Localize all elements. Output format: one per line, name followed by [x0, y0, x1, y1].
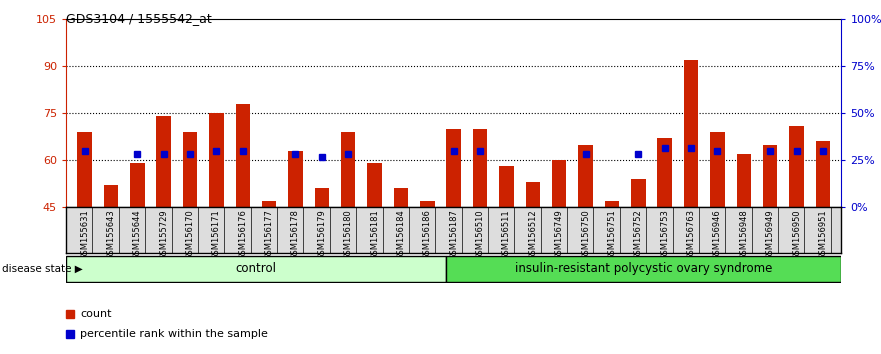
Text: GSM155729: GSM155729 [159, 210, 168, 260]
Bar [157, 116, 171, 207]
Text: GSM156176: GSM156176 [238, 210, 248, 260]
Text: count: count [80, 309, 112, 319]
Text: GSM156763: GSM156763 [686, 210, 695, 261]
Text: insulin-resistant polycystic ovary syndrome: insulin-resistant polycystic ovary syndr… [515, 262, 773, 275]
Bar [130, 163, 144, 207]
Bar [604, 201, 619, 207]
Text: GSM156170: GSM156170 [186, 210, 195, 260]
Bar [526, 182, 540, 207]
Bar [446, 256, 841, 282]
Bar [420, 201, 434, 207]
Text: GSM155643: GSM155643 [107, 210, 115, 260]
Bar [235, 104, 250, 207]
Text: GSM156186: GSM156186 [423, 210, 432, 260]
Text: GDS3104 / 1555542_at: GDS3104 / 1555542_at [66, 12, 211, 25]
Bar [209, 113, 224, 207]
Text: GSM156178: GSM156178 [291, 210, 300, 260]
Text: GSM156946: GSM156946 [713, 210, 722, 260]
Text: GSM156184: GSM156184 [396, 210, 405, 260]
Bar [737, 154, 751, 207]
Text: disease state ▶: disease state ▶ [2, 264, 83, 274]
Text: control: control [235, 262, 277, 275]
Text: GSM156180: GSM156180 [344, 210, 352, 260]
Text: GSM156171: GSM156171 [212, 210, 221, 260]
Text: GSM156752: GSM156752 [633, 210, 643, 260]
Bar [262, 201, 277, 207]
Bar [288, 151, 303, 207]
Bar [394, 188, 408, 207]
Text: GSM156753: GSM156753 [660, 210, 670, 260]
Text: GSM156181: GSM156181 [370, 210, 379, 260]
Bar [578, 144, 593, 207]
Text: GSM156510: GSM156510 [476, 210, 485, 260]
Bar [367, 163, 381, 207]
Text: GSM156751: GSM156751 [607, 210, 617, 260]
Bar [710, 132, 725, 207]
Bar [78, 132, 92, 207]
Bar [447, 129, 461, 207]
Bar [104, 185, 118, 207]
Bar [473, 129, 487, 207]
Bar [315, 188, 329, 207]
Bar [657, 138, 672, 207]
Bar [684, 60, 699, 207]
Text: GSM156179: GSM156179 [317, 210, 326, 260]
Bar [500, 166, 514, 207]
Text: GSM156949: GSM156949 [766, 210, 774, 260]
Text: GSM156950: GSM156950 [792, 210, 801, 260]
Text: GSM156948: GSM156948 [739, 210, 748, 260]
Text: GSM156951: GSM156951 [818, 210, 827, 260]
Text: GSM156750: GSM156750 [581, 210, 590, 260]
Text: GSM156187: GSM156187 [449, 210, 458, 260]
Text: GSM156512: GSM156512 [529, 210, 537, 260]
Text: GSM156177: GSM156177 [264, 210, 274, 260]
Bar [763, 144, 777, 207]
Bar [816, 141, 830, 207]
Bar [631, 179, 646, 207]
Bar [66, 256, 446, 282]
Bar [552, 160, 566, 207]
Bar [341, 132, 356, 207]
Bar [182, 132, 197, 207]
Text: GSM156749: GSM156749 [555, 210, 564, 260]
Text: GSM155631: GSM155631 [80, 210, 89, 260]
Bar [789, 126, 803, 207]
Text: GSM156511: GSM156511 [502, 210, 511, 260]
Text: percentile rank within the sample: percentile rank within the sample [80, 329, 268, 339]
Text: GSM155644: GSM155644 [133, 210, 142, 260]
